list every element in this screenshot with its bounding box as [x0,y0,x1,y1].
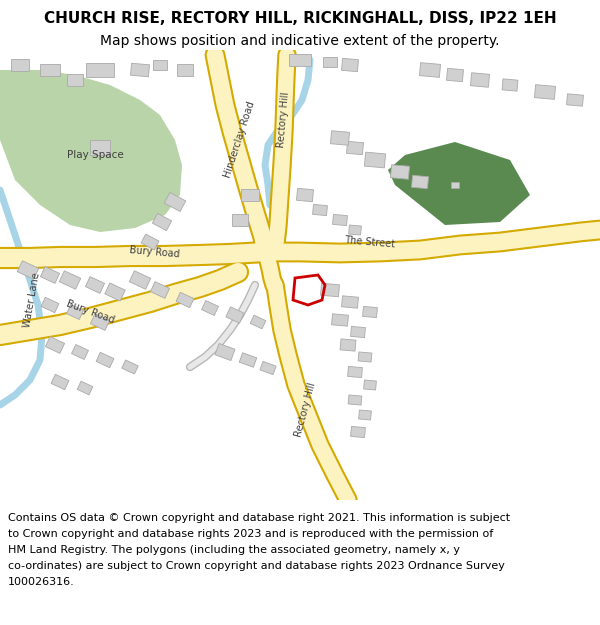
Text: Water Lane: Water Lane [22,272,42,328]
Bar [359,410,371,420]
Bar [67,304,83,319]
Bar [152,213,172,231]
Bar [164,192,186,211]
Bar [241,189,259,201]
Bar [177,64,193,76]
Bar [40,64,60,76]
Polygon shape [388,142,530,225]
Bar [232,214,248,226]
Bar [341,58,358,72]
Bar [364,152,386,168]
Bar [176,292,194,308]
Text: co-ordinates) are subject to Crown copyright and database rights 2023 Ordnance S: co-ordinates) are subject to Crown copyr… [8,561,505,571]
Bar [151,282,170,298]
Text: to Crown copyright and database rights 2023 and is reproduced with the permissio: to Crown copyright and database rights 2… [8,529,493,539]
Bar [77,381,93,395]
Bar [202,301,218,316]
Bar [239,352,257,367]
Bar [289,54,311,66]
Bar [122,360,138,374]
Text: Hinderclay Road: Hinderclay Road [223,101,257,179]
Bar [332,214,347,226]
Bar [313,204,328,216]
Bar [131,63,149,77]
Bar [362,306,377,318]
Text: Bury Road: Bury Road [65,299,115,326]
Text: Play Space: Play Space [67,150,124,160]
Bar [215,344,235,361]
Bar [331,131,350,145]
Bar [86,63,114,77]
Bar [451,182,459,188]
Bar [412,176,428,189]
Text: The Street: The Street [344,235,396,249]
Bar [347,366,362,378]
Text: Rectory Hill: Rectory Hill [293,382,317,438]
Polygon shape [90,140,110,155]
Text: Contains OS data © Crown copyright and database right 2021. This information is : Contains OS data © Crown copyright and d… [8,513,510,523]
Text: Bury Road: Bury Road [130,245,181,259]
Bar [11,59,29,71]
Bar [141,234,159,250]
Bar [470,72,490,88]
Bar [67,74,83,86]
Bar [419,62,440,78]
Text: Rectory Hill: Rectory Hill [275,92,290,148]
Bar [46,337,65,353]
Bar [502,79,518,91]
Bar [130,271,151,289]
Bar [350,426,365,438]
Bar [349,225,361,235]
Bar [226,307,244,323]
Bar [260,361,276,374]
Text: HM Land Registry. The polygons (including the associated geometry, namely x, y: HM Land Registry. The polygons (includin… [8,545,460,555]
Bar [59,271,80,289]
Text: Map shows position and indicative extent of the property.: Map shows position and indicative extent… [100,34,500,48]
Bar [348,395,362,405]
Text: CHURCH RISE, RECTORY HILL, RICKINGHALL, DISS, IP22 1EH: CHURCH RISE, RECTORY HILL, RICKINGHALL, … [44,11,556,26]
Bar [91,314,110,331]
Bar [296,188,313,202]
Bar [332,314,349,326]
Bar [153,60,167,70]
Bar [323,57,337,67]
Bar [535,84,556,99]
Bar [341,296,358,308]
Bar [566,94,583,106]
Bar [40,267,59,283]
Polygon shape [0,70,182,232]
Bar [71,344,88,359]
Bar [391,165,410,179]
Bar [347,141,364,154]
Bar [105,283,125,301]
Bar [446,68,463,82]
Bar [350,326,365,338]
Bar [96,352,114,367]
Bar [340,339,356,351]
Bar [85,277,104,293]
Text: 100026316.: 100026316. [8,577,75,587]
Bar [17,261,38,279]
Bar [51,374,69,390]
Bar [250,315,266,329]
Bar [320,283,340,297]
Bar [358,352,372,362]
Bar [41,298,59,312]
Bar [364,380,376,390]
